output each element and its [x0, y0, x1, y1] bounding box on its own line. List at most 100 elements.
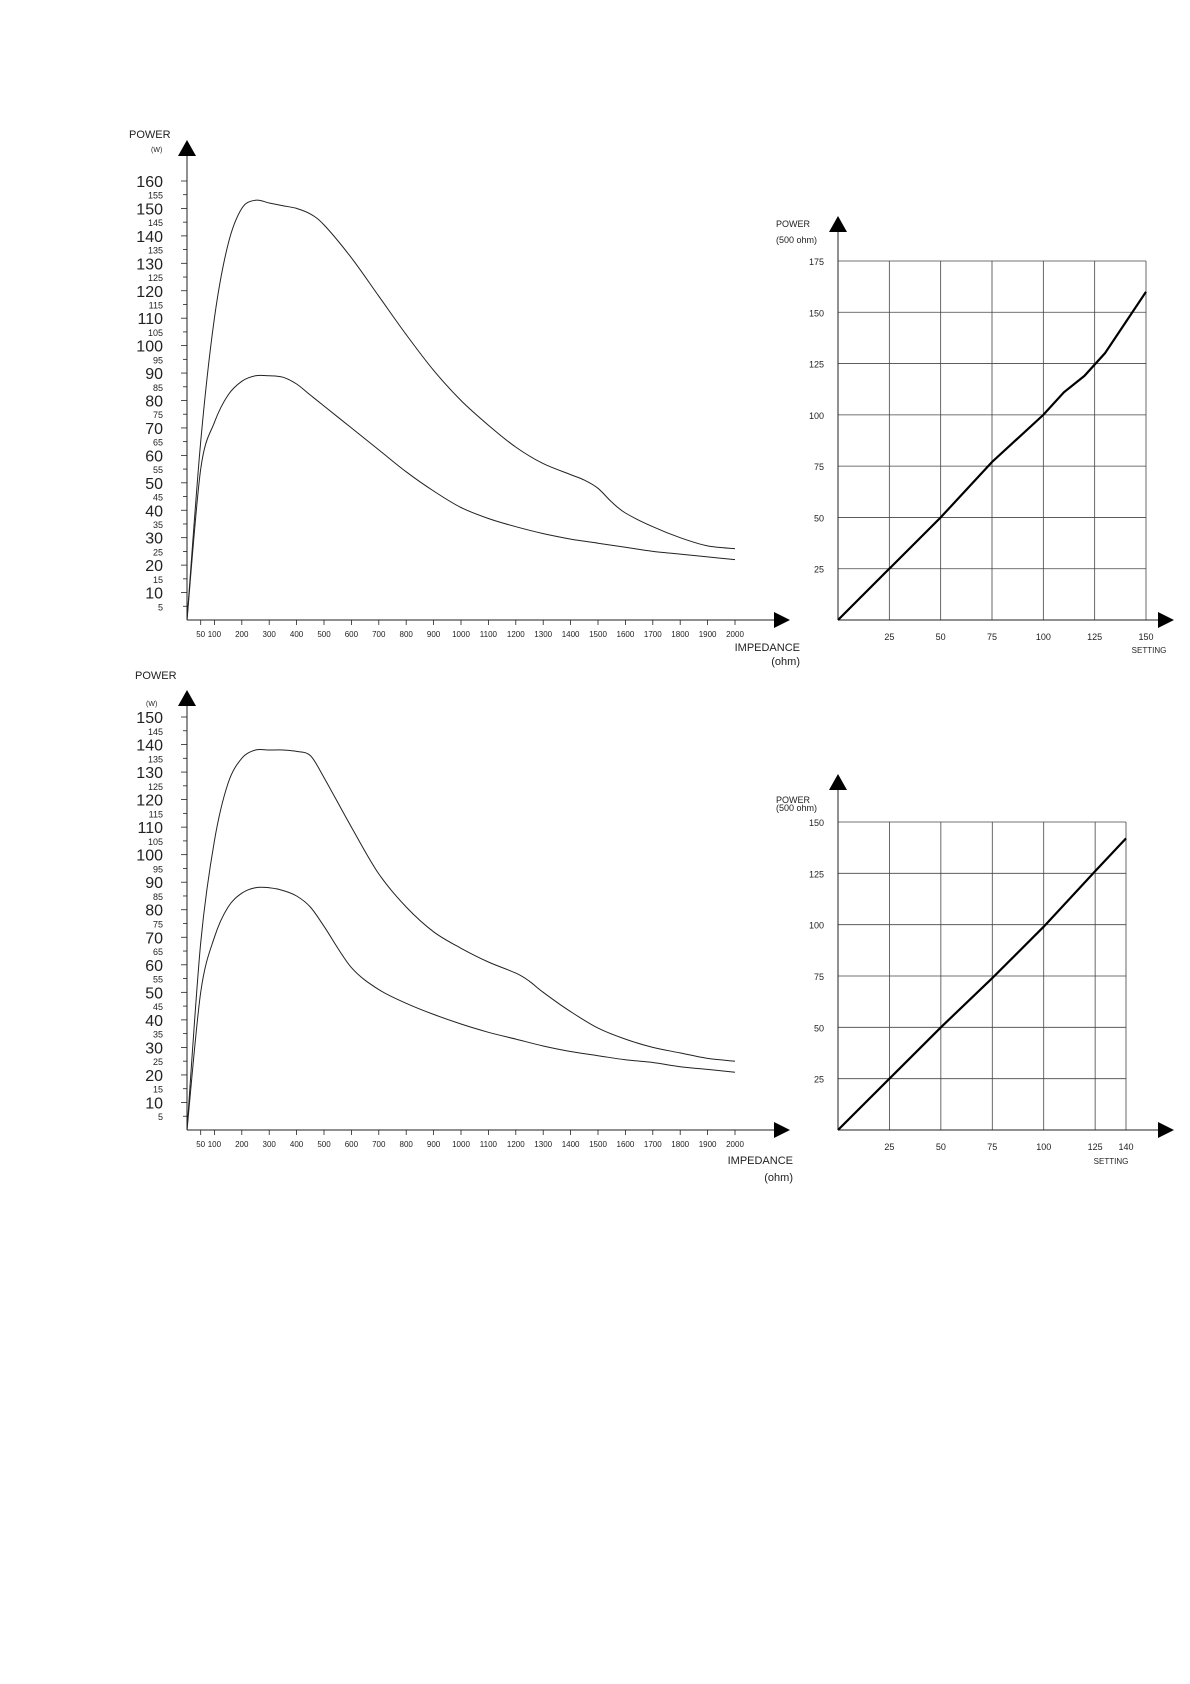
x-tick-label: 1200	[507, 630, 525, 639]
x-axis-label: IMPEDANCE	[728, 1155, 793, 1167]
x-tick-label: 140	[1118, 1142, 1133, 1152]
y-tick-label-minor: 75	[153, 920, 163, 930]
y-tick-label-minor: 15	[153, 1085, 163, 1095]
y-tick-label: 100	[136, 848, 163, 865]
x-axis-label: SETTING	[1132, 646, 1167, 655]
y-tick-label: 30	[145, 531, 163, 548]
x-tick-label: 125	[1087, 632, 1102, 642]
y-tick-label: 10	[145, 1095, 163, 1112]
setting-chart-top: POWER (500 ohm) 25 50 75 100 125 150 175 25 50 75 10…	[776, 216, 1174, 655]
y-tick-label: 25	[814, 565, 824, 575]
y-tick-label-minor: 95	[153, 864, 163, 874]
x-tick-label: 900	[427, 630, 441, 639]
y-tick-label-minor: 135	[148, 246, 163, 256]
series-line-1	[837, 291, 1147, 621]
y-tick-label: 50	[814, 513, 824, 523]
y-tick-label: 110	[137, 311, 163, 328]
x-tick-label: 75	[987, 1142, 997, 1152]
x-tick-label: 800	[400, 630, 414, 639]
y-axis-unit: (W)	[151, 147, 162, 154]
y-tick-label: 80	[145, 394, 163, 411]
x-tick-label: 1900	[699, 630, 717, 639]
x-tick-label: 2000	[726, 1140, 744, 1149]
x-tick-label: 1400	[562, 630, 580, 639]
y-axis-arrow	[178, 690, 196, 706]
y-tick-label: 30	[145, 1040, 163, 1057]
y-tick-label-minor: 25	[153, 1057, 163, 1067]
series-line-2	[186, 374, 736, 621]
y-tick-label-minor: 35	[153, 520, 163, 530]
y-tick-label: 120	[136, 793, 163, 810]
y-tick-label: 20	[145, 1068, 163, 1085]
y-tick-label: 70	[145, 421, 163, 438]
y-tick-label: 80	[145, 903, 163, 920]
impedance-chart-top: POWER (W) 10 20 30 40 50 60 70 80 90 100 110 120 130 14…	[129, 129, 800, 668]
x-tick-label: 1800	[671, 630, 689, 639]
x-tick-label: 1900	[699, 1140, 717, 1149]
y-tick-label: 40	[145, 1013, 163, 1030]
y-tick-label-minor: 125	[148, 273, 163, 283]
y-tick-label-minor: 25	[153, 547, 163, 557]
x-tick-label: 1600	[617, 1140, 635, 1149]
y-axis-unit: (500 ohm)	[776, 803, 817, 813]
y-axis-arrow	[178, 140, 196, 156]
y-tick-label: 90	[145, 366, 163, 383]
x-tick-label: 800	[400, 1140, 414, 1149]
x-axis-unit: (ohm)	[771, 656, 800, 668]
y-axis-label: POWER	[776, 219, 811, 229]
y-tick-label-minor: 65	[153, 438, 163, 448]
impedance-chart-bottom: POWER (W) 10 20 30 40 50 60 70 80 90 100 110 120 130 14…	[135, 670, 793, 1184]
y-tick-label-minor: 145	[148, 218, 163, 228]
y-tick-label-minor: 115	[149, 809, 163, 819]
x-tick-label: 400	[290, 1140, 304, 1149]
y-tick-label-minor: 115	[149, 300, 163, 310]
y-tick-label: 100	[136, 339, 163, 356]
y-tick-label: 40	[145, 503, 163, 520]
x-tick-label: 500	[317, 1140, 331, 1149]
y-tick-label: 60	[145, 958, 163, 975]
y-tick-label-minor: 65	[153, 947, 163, 957]
y-tick-label-minor: 45	[153, 1002, 163, 1012]
y-tick-label: 130	[136, 765, 163, 782]
x-tick-label: 1100	[480, 1140, 498, 1149]
x-tick-label: 100	[1036, 1142, 1051, 1152]
x-tick-label: 600	[345, 630, 359, 639]
y-tick-label-minor: 95	[153, 355, 163, 365]
x-tick-label: 900	[427, 1140, 441, 1149]
x-tick-label: 1800	[671, 1140, 689, 1149]
y-tick-label: 90	[145, 875, 163, 892]
y-tick-label-minor: 105	[148, 328, 163, 338]
x-tick-label: 50	[196, 630, 205, 639]
y-axis-label: POWER	[776, 795, 811, 805]
x-axis-label: IMPEDANCE	[735, 642, 800, 654]
x-axis-label: SETTING	[1094, 1157, 1129, 1166]
x-axis-arrow	[774, 1122, 790, 1138]
y-tick-label: 50	[814, 1023, 824, 1033]
y-tick-label: 100	[809, 411, 824, 421]
series-line-2	[186, 886, 736, 1131]
y-tick-label: 75	[814, 462, 824, 472]
y-tick-label: 60	[145, 448, 163, 465]
y-tick-label: 175	[809, 257, 824, 267]
y-tick-label-minor: 75	[153, 410, 163, 420]
x-tick-label: 25	[884, 632, 894, 642]
x-tick-label: 1300	[534, 1140, 552, 1149]
y-tick-label: 50	[145, 476, 163, 493]
y-tick-label-minor: 5	[158, 1112, 163, 1122]
x-tick-label: 1300	[534, 630, 552, 639]
y-tick-label: 150	[809, 308, 824, 318]
x-axis-arrow	[1158, 612, 1174, 628]
y-tick-label: 10	[145, 586, 163, 603]
y-tick-label: 140	[136, 738, 163, 755]
x-tick-label: 1700	[644, 630, 662, 639]
y-tick-label: 70	[145, 930, 163, 947]
x-tick-label: 200	[235, 1140, 249, 1149]
y-axis-label: POWER	[135, 670, 177, 682]
x-tick-label: 100	[208, 630, 222, 639]
x-tick-label: 300	[263, 1140, 277, 1149]
x-tick-label: 25	[884, 1142, 894, 1152]
x-tick-label: 1400	[562, 1140, 580, 1149]
y-tick-label: 130	[136, 256, 163, 273]
x-tick-label: 150	[1138, 632, 1153, 642]
y-tick-label-minor: 5	[158, 602, 163, 612]
